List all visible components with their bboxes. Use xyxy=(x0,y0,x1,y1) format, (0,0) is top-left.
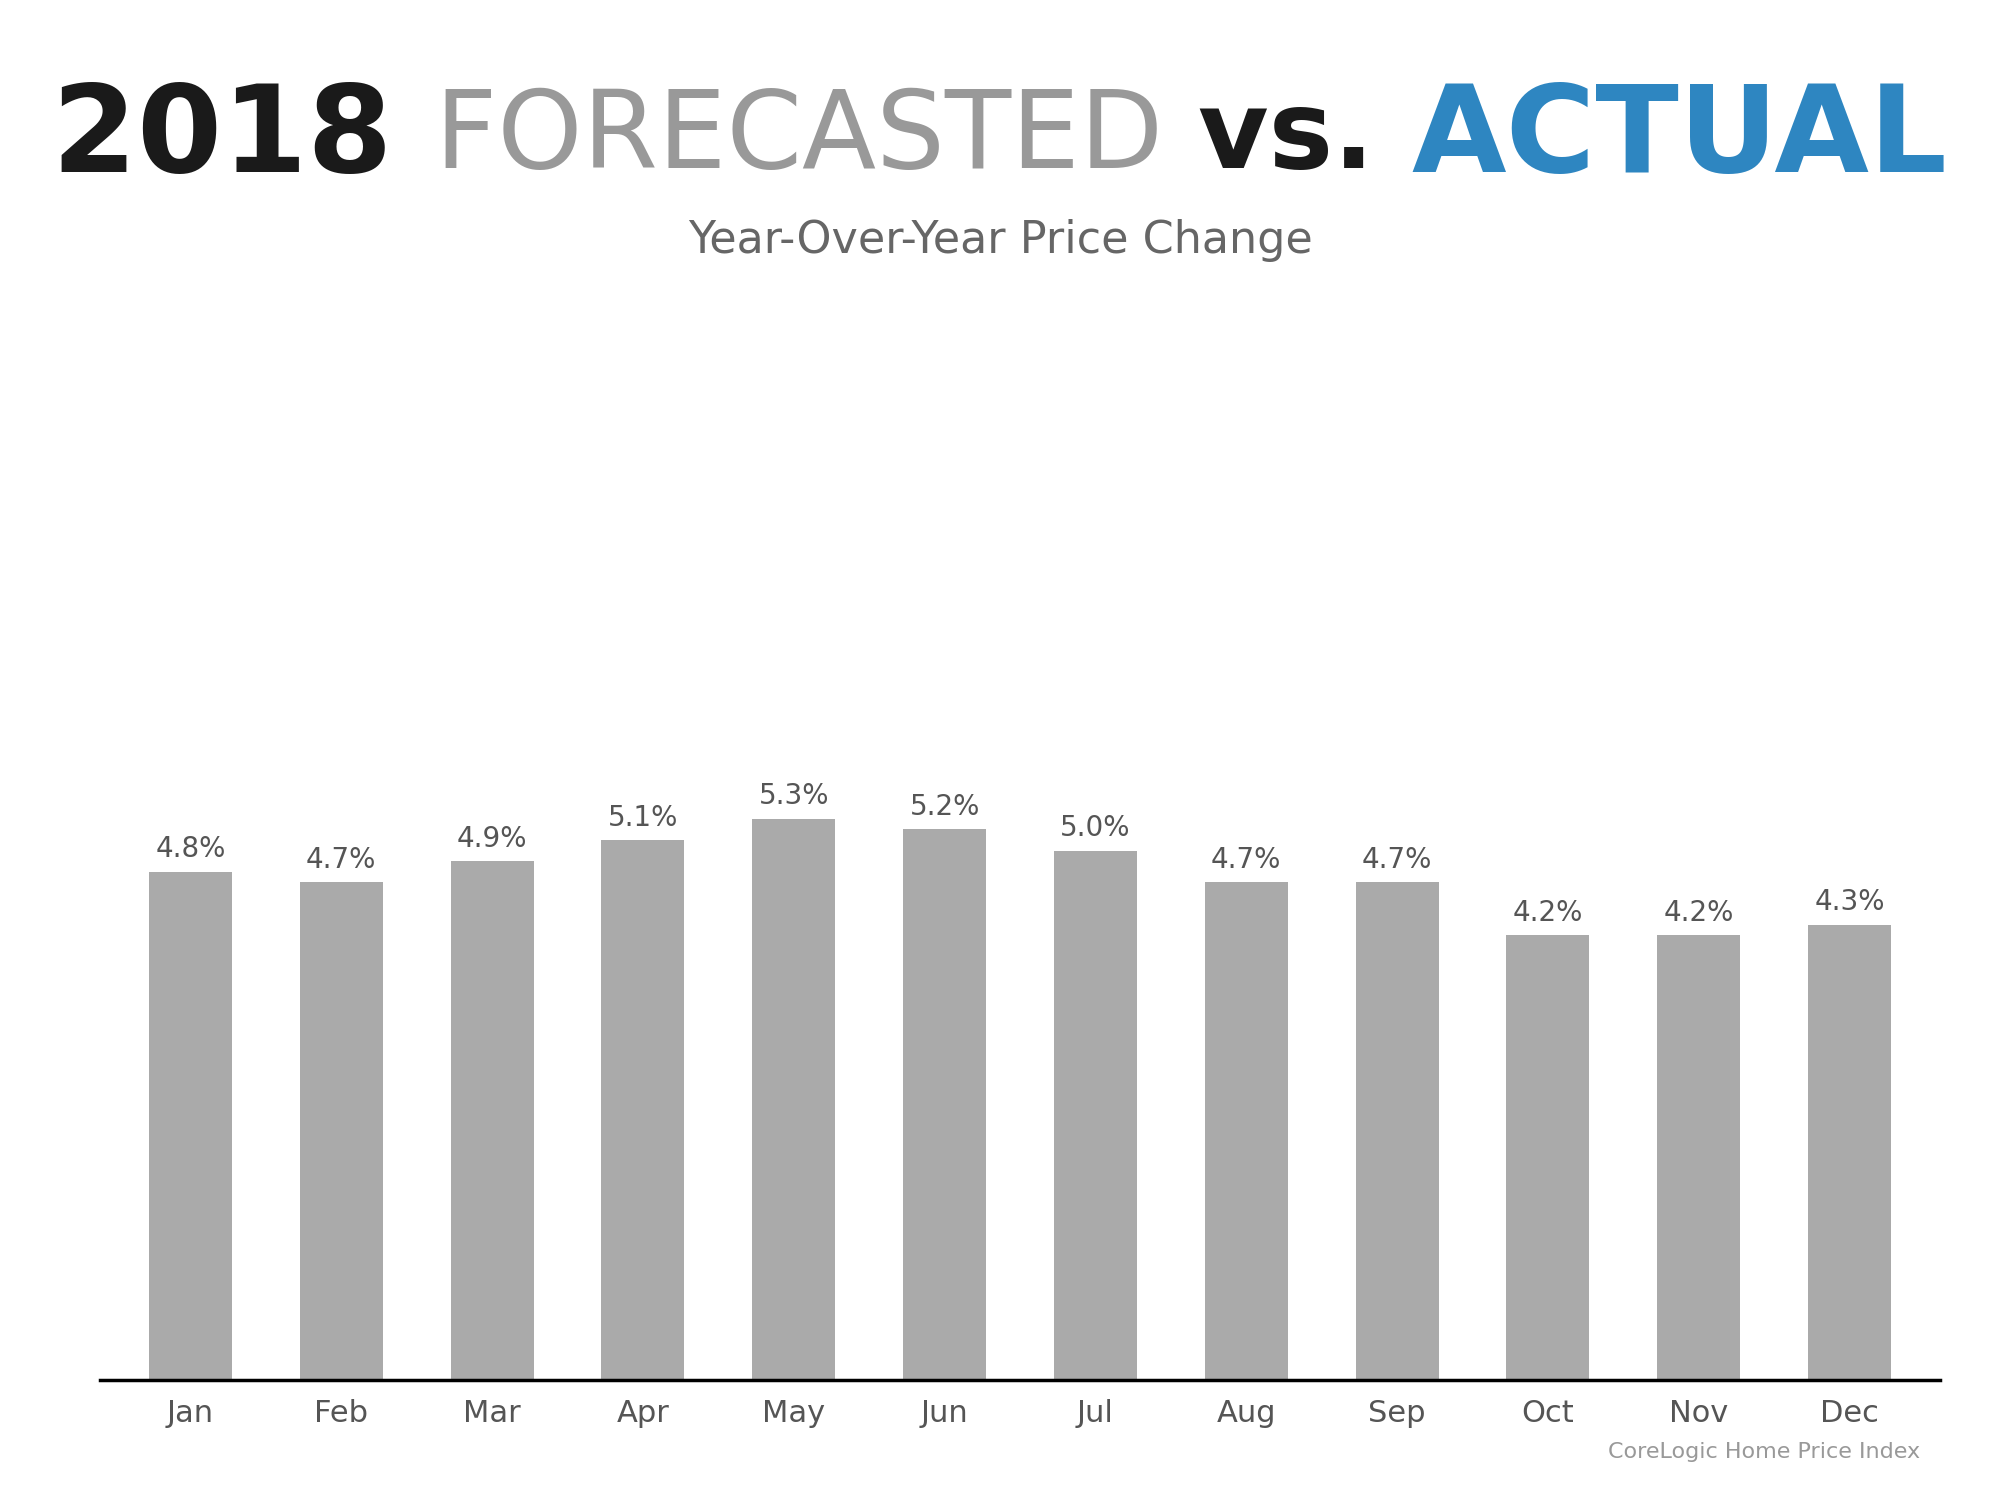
Bar xyxy=(150,871,232,1380)
Bar xyxy=(1658,936,1740,1380)
Bar xyxy=(752,819,836,1380)
Bar xyxy=(602,840,684,1380)
Bar xyxy=(450,861,534,1380)
Text: 4.9%: 4.9% xyxy=(456,825,528,852)
Text: 5.0%: 5.0% xyxy=(1060,815,1130,842)
Text: 4.7%: 4.7% xyxy=(1362,846,1432,874)
Bar xyxy=(300,882,382,1380)
Text: ACTUAL: ACTUAL xyxy=(1412,80,1948,196)
Text: 4.7%: 4.7% xyxy=(306,846,376,874)
Text: 4.8%: 4.8% xyxy=(156,836,226,864)
Bar xyxy=(1204,882,1288,1380)
Text: 5.2%: 5.2% xyxy=(910,794,980,820)
Text: vs.: vs. xyxy=(1198,86,1412,190)
Bar xyxy=(1506,936,1590,1380)
Text: 5.3%: 5.3% xyxy=(758,783,830,810)
Bar xyxy=(1054,850,1136,1380)
Text: CoreLogic Home Price Index: CoreLogic Home Price Index xyxy=(1608,1443,1920,1462)
Bar xyxy=(904,830,986,1380)
Bar xyxy=(1808,924,1890,1380)
Text: 2018: 2018 xyxy=(52,80,436,196)
Text: 4.2%: 4.2% xyxy=(1512,898,1584,927)
Text: 4.2%: 4.2% xyxy=(1664,898,1734,927)
Bar xyxy=(1356,882,1438,1380)
Text: 4.3%: 4.3% xyxy=(1814,888,1884,916)
Text: 4.7%: 4.7% xyxy=(1212,846,1282,874)
Text: 5.1%: 5.1% xyxy=(608,804,678,831)
Text: Year-Over-Year Price Change: Year-Over-Year Price Change xyxy=(688,219,1312,261)
Text: FORECASTED: FORECASTED xyxy=(436,86,1198,190)
